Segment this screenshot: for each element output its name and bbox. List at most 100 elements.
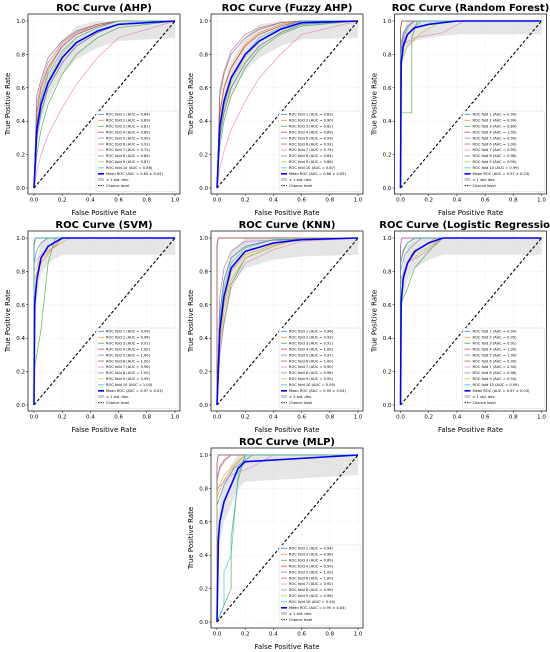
y-tick-label: 0.4 bbox=[16, 119, 25, 125]
x-tick-label: 0.4 bbox=[269, 415, 278, 421]
legend-box bbox=[95, 110, 179, 192]
legend-label-mean: Mean ROC (AUC = 0.95 ± 0.04) bbox=[289, 606, 347, 610]
chance-level-line bbox=[33, 20, 176, 189]
legend-label-fold-7: ROC fold 7 (AUC = 0.90) bbox=[289, 365, 334, 369]
legend-label-chance: Chance level bbox=[289, 184, 312, 188]
axes-frame bbox=[394, 230, 547, 412]
roc-fold-6-line bbox=[33, 20, 175, 189]
y-tick-label: 1.0 bbox=[199, 236, 208, 242]
y-tick-label: 1.0 bbox=[383, 19, 392, 25]
x-axis-label: False Positive Rate bbox=[254, 209, 319, 217]
legend-label-fold-3: ROC fold 3 (AUC = 0.89) bbox=[473, 124, 518, 128]
legend-label-fold-1: ROC fold 1 (AUC = 0.83) bbox=[289, 113, 334, 117]
legend-label-fold-2: ROC fold 2 (AUC = 0.96) bbox=[106, 335, 151, 339]
legend-label-fold-5: ROC fold 5 (AUC = 0.99) bbox=[473, 136, 518, 140]
y-tick-label: 0.0 bbox=[16, 403, 25, 409]
roc-panel-mlp: ROC Curve (MLP) 0.0 0.0 0.2 0.2 0.4 0.4 0.6 0.6 0… bbox=[187, 437, 364, 651]
legend-box bbox=[462, 327, 545, 409]
y-axis-label: True Positive Rate bbox=[4, 290, 12, 353]
chart-title: ROC Curve (SVM) bbox=[55, 220, 152, 231]
x-tick-label: 0.2 bbox=[241, 198, 250, 204]
legend-label-std: ± 1 std. dev. bbox=[106, 395, 129, 399]
mean-roc-line bbox=[399, 20, 542, 189]
legend-swatch-std bbox=[98, 394, 104, 398]
legend-label-fold-5: ROC fold 5 (AUC = 0.97) bbox=[289, 353, 334, 357]
x-tick-label: 1.0 bbox=[537, 415, 546, 421]
legend-label-fold-3: ROC fold 3 (AUC = 0.91) bbox=[106, 341, 151, 345]
x-tick-label: 0.4 bbox=[269, 198, 278, 204]
legend-box bbox=[278, 544, 362, 626]
plot-area bbox=[216, 237, 359, 406]
y-tick-label: 0.2 bbox=[16, 370, 25, 376]
y-tick-label: 0.4 bbox=[383, 336, 392, 342]
legend-label-fold-8: ROC fold 8 (AUC = 0.98) bbox=[473, 371, 518, 375]
legend-label-fold-5: ROC fold 5 (AUC = 0.93) bbox=[289, 136, 334, 140]
y-tick-label: 0.8 bbox=[199, 486, 208, 492]
roc-fold-7-line bbox=[216, 20, 359, 189]
chance-level-line bbox=[216, 454, 359, 623]
x-tick-label: 0.2 bbox=[241, 632, 250, 638]
x-tick-label: 0.8 bbox=[142, 415, 151, 421]
roc-panel-logistic-regression: ROC Curve (Logistic Regression) 0.0 0.0 0.2… bbox=[371, 220, 550, 434]
y-tick-label: 0.2 bbox=[199, 370, 208, 376]
legend-swatch-std bbox=[464, 177, 471, 181]
legend-label-fold-2: ROC fold 2 (AUC = 0.95) bbox=[473, 335, 518, 339]
legend-label-fold-4: ROC fold 4 (AUC = 0.89) bbox=[289, 130, 334, 134]
x-tick-label: 0.2 bbox=[58, 198, 67, 204]
axes-frame bbox=[27, 230, 181, 412]
legend-label-fold-9: ROC fold 9 (AUC = 0.95) bbox=[473, 160, 518, 164]
x-axis-label: False Positive Rate bbox=[438, 209, 503, 217]
x-tick-label: 0.6 bbox=[297, 198, 306, 204]
y-tick-label: 0.4 bbox=[199, 119, 208, 125]
legend-label-chance: Chance level bbox=[473, 184, 496, 188]
plot-area bbox=[33, 20, 176, 189]
legend-label-fold-4: ROC fold 4 (AUC = 1.00) bbox=[473, 347, 518, 351]
legend-label-fold-3: ROC fold 3 (AUC = 0.91) bbox=[473, 341, 518, 345]
legend-label-fold-9: ROC fold 9 (AUC = 0.86) bbox=[289, 160, 334, 164]
roc-fold-3-line bbox=[216, 20, 359, 189]
legend-label-fold-1: ROC fold 1 (AUC = 0.94) bbox=[289, 547, 334, 551]
y-axis-label: True Positive Rate bbox=[4, 73, 12, 136]
axes-frame bbox=[210, 13, 364, 195]
legend-label-fold-6: ROC fold 6 (AUC = 0.99) bbox=[473, 359, 518, 363]
roc-fold-4-line bbox=[216, 20, 358, 189]
mean-roc-line bbox=[399, 237, 542, 406]
x-axis-label: False Positive Rate bbox=[438, 426, 503, 434]
legend-label-fold-9: ROC fold 9 (AUC = 0.95) bbox=[106, 377, 151, 381]
legend-label-fold-1: ROC fold 1 (AUC = 0.96) bbox=[289, 330, 334, 334]
y-axis-label: True Positive Rate bbox=[187, 73, 195, 136]
y-axis-label: True Positive Rate bbox=[371, 73, 379, 136]
legend-label-fold-8: ROC fold 8 (AUC = 0.98) bbox=[473, 154, 518, 158]
y-axis-label: True Positive Rate bbox=[371, 290, 379, 353]
legend-label-fold-6: ROC fold 6 (AUC = 1.00) bbox=[106, 359, 151, 363]
legend-label-fold-10: ROC fold 10 (AUC = 0.88) bbox=[106, 166, 153, 170]
x-tick-label: 0.6 bbox=[114, 415, 123, 421]
x-axis-label: False Positive Rate bbox=[254, 643, 319, 651]
roc-fold-10-line bbox=[216, 454, 358, 623]
legend-label-fold-8: ROC fold 8 (AUC = 0.99) bbox=[289, 588, 334, 592]
std-dev-band bbox=[34, 21, 175, 188]
legend-box bbox=[278, 110, 362, 192]
x-tick-label: 1.0 bbox=[171, 198, 180, 204]
legend-swatch-std bbox=[281, 177, 287, 181]
legend-label-fold-7: ROC fold 7 (AUC = 0.92) bbox=[289, 582, 334, 586]
x-tick-label: 0.2 bbox=[424, 198, 433, 204]
legend-label-fold-10: ROC fold 10 (AUC = 0.95) bbox=[289, 383, 336, 387]
chance-level-line bbox=[33, 237, 176, 406]
legend-label-fold-2: ROC fold 2 (AUC = 0.96) bbox=[289, 552, 334, 556]
y-axis-label: True Positive Rate bbox=[187, 507, 195, 570]
y-tick-label: 1.0 bbox=[199, 19, 208, 25]
legend-label-fold-9: ROC fold 9 (AUC = 0.92) bbox=[289, 377, 334, 381]
legend-label-fold-5: ROC fold 5 (AUC = 1.00) bbox=[106, 353, 151, 357]
legend-label-fold-4: ROC fold 4 (AUC = 1.00) bbox=[289, 347, 334, 351]
y-tick-label: 0.6 bbox=[16, 86, 25, 92]
x-tick-label: 0.2 bbox=[424, 415, 433, 421]
legend-label-fold-8: ROC fold 8 (AUC = 1.00) bbox=[106, 371, 151, 375]
x-tick-label: 0.6 bbox=[481, 415, 490, 421]
plot-area bbox=[216, 454, 359, 623]
chart-title: ROC Curve (KNN) bbox=[239, 220, 336, 231]
y-tick-label: 0.0 bbox=[199, 403, 208, 409]
x-axis-label: False Positive Rate bbox=[71, 209, 136, 217]
chart-title: ROC Curve (Fuzzy AHP) bbox=[222, 3, 353, 14]
legend-label-chance: Chance level bbox=[473, 401, 496, 405]
